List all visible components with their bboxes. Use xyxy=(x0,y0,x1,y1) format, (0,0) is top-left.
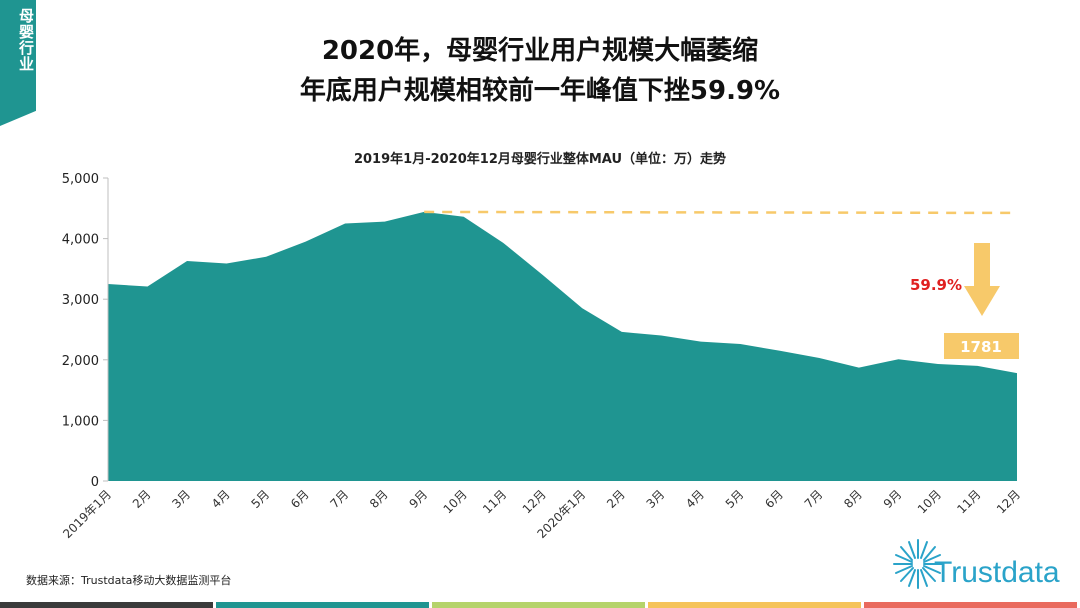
logo-text: Trustdata xyxy=(934,556,1060,589)
x-tick-label: 8月 xyxy=(841,487,865,511)
x-tick-label: 4月 xyxy=(209,487,233,511)
x-tick-label: 5月 xyxy=(248,487,272,511)
footer-segment-3 xyxy=(432,602,645,608)
footer-bar xyxy=(0,602,1080,608)
x-tick-label: 6月 xyxy=(288,487,312,511)
y-tick-label: 3,000 xyxy=(62,293,99,308)
x-tick-label: 11月 xyxy=(480,487,509,516)
mau-area-chart: 0 1,000 2,000 3,000 4,000 5,000 2019年1月 2月 3月 4月 5… xyxy=(60,172,1023,541)
x-tick-label: 9月 xyxy=(407,487,431,511)
x-tick-label: 5月 xyxy=(723,487,747,511)
footer-segment-2 xyxy=(216,602,429,608)
last-value-label: 1781 xyxy=(960,338,1002,356)
x-tick-label: 3月 xyxy=(644,487,668,511)
peak-reference-line xyxy=(424,210,1019,215)
x-tick-label: 7月 xyxy=(802,487,826,511)
footer-segment-4 xyxy=(648,602,861,608)
chart-title: 2019年1月-2020年12月母婴行业整体MAU（单位：万）走势 xyxy=(353,152,727,167)
x-tick-label: 2月 xyxy=(604,487,628,511)
y-tick-label: 5,000 xyxy=(62,172,99,187)
side-tab: 母婴行业 xyxy=(0,0,36,126)
data-source: 数据来源：Trustdata移动大数据监测平台 xyxy=(26,574,232,587)
y-tick-label: 1,000 xyxy=(62,414,99,429)
x-tick-label: 10月 xyxy=(441,487,470,516)
decline-percent-label: 59.9% xyxy=(910,276,962,294)
footer-segment-5 xyxy=(864,602,1077,608)
x-tick-label: 10月 xyxy=(915,487,944,516)
x-tick-label: 8月 xyxy=(367,487,391,511)
trustdata-logo xyxy=(893,539,943,589)
area-series xyxy=(108,211,1017,481)
x-tick-label: 9月 xyxy=(881,487,905,511)
x-tick-label: 2019年1月 xyxy=(60,487,114,541)
x-tick-label: 6月 xyxy=(762,487,786,511)
x-tick-label: 4月 xyxy=(683,487,707,511)
y-tick-label: 4,000 xyxy=(62,233,99,248)
decline-arrow xyxy=(964,243,1000,316)
side-tab-label: 母婴行业 xyxy=(17,8,35,72)
x-tick-label: 7月 xyxy=(327,487,351,511)
sunburst-icon xyxy=(893,539,943,589)
x-tick-label: 3月 xyxy=(169,487,193,511)
page-title-line2: 年底用户规模相较前一年峰值下挫59.9% xyxy=(299,76,781,106)
x-tick-label: 12月 xyxy=(520,487,549,516)
x-tick-label: 2月 xyxy=(130,487,154,511)
last-value-label-box xyxy=(944,333,1019,359)
y-tick-label: 2,000 xyxy=(62,354,99,369)
x-tick-label: 12月 xyxy=(994,487,1023,516)
footer-segment-1 xyxy=(0,602,213,608)
x-tick-label: 11月 xyxy=(954,487,983,516)
y-tick-label: 0 xyxy=(91,475,99,490)
page-title-line1: 2020年，母婴行业用户规模大幅萎缩 xyxy=(321,36,759,66)
